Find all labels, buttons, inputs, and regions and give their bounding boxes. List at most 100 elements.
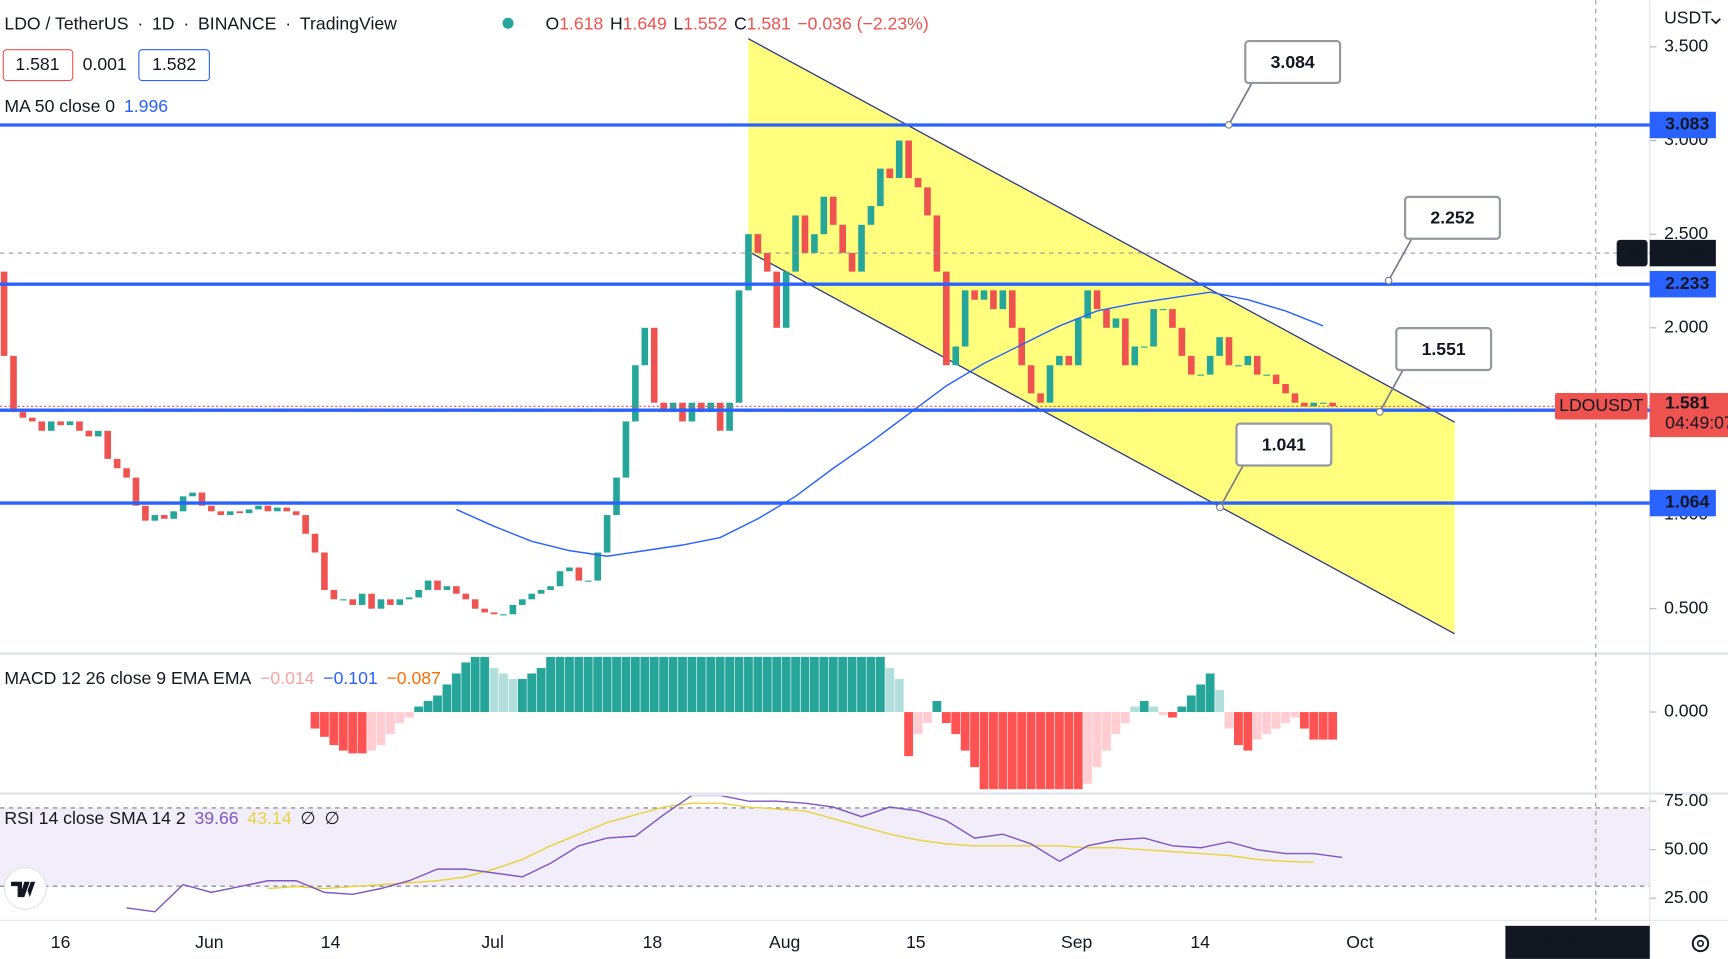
- rsi-empty: ∅: [325, 808, 340, 828]
- macd-bar: [894, 678, 904, 713]
- candle: [330, 589, 338, 600]
- y-tick-label: 50.00: [1664, 838, 1708, 858]
- ma50-line: [456, 291, 1324, 557]
- candle: [594, 552, 601, 581]
- macd-bar: [583, 656, 593, 713]
- candle: [519, 599, 526, 605]
- y-tick-label: 0.500: [1664, 597, 1708, 617]
- callout-label: 1.551: [1422, 339, 1466, 359]
- ask-box[interactable]: [138, 49, 210, 82]
- spread: 0.001: [83, 54, 127, 74]
- candle: [1018, 327, 1026, 366]
- candle: [94, 430, 102, 437]
- source: TradingView: [300, 13, 397, 33]
- candle: [1244, 355, 1252, 366]
- macd-bar: [941, 712, 951, 724]
- candle: [547, 586, 554, 590]
- candle: [1084, 290, 1091, 319]
- channel-top: [747, 38, 1456, 423]
- macd-bar: [951, 712, 961, 735]
- candle: [650, 327, 658, 403]
- candle: [1140, 346, 1148, 348]
- y-tick-label: 3.500: [1664, 36, 1708, 56]
- macd-legend: MACD 12 26 close 9 EMA EMA −0.014 −0.101 −0…: [4, 668, 441, 688]
- callout-anchor: [1224, 120, 1233, 129]
- macd-bar: [1111, 712, 1121, 735]
- macd-bar: [1299, 712, 1309, 729]
- y-tick-label: 2.000: [1664, 316, 1708, 336]
- callout-box: [1235, 422, 1333, 467]
- candle: [1282, 383, 1289, 394]
- candle: [170, 511, 177, 519]
- macd-bar: [329, 712, 339, 746]
- macd-bar: [678, 656, 687, 713]
- candle: [943, 271, 950, 366]
- candle: [142, 505, 149, 521]
- ohlc-value: 1.649: [623, 13, 667, 33]
- candle: [1046, 365, 1054, 403]
- macd-bar: [1064, 712, 1074, 790]
- macd-bar: [715, 656, 725, 713]
- candle: [132, 477, 140, 506]
- settings-icon[interactable]: [1691, 934, 1710, 953]
- macd-bar: [1318, 712, 1328, 740]
- macd-bar: [1271, 712, 1281, 729]
- level-badge: [1649, 489, 1716, 517]
- rsi-empty: ∅: [300, 808, 315, 828]
- macd-signal-value: −0.087: [387, 668, 441, 688]
- macd-histogram: [310, 656, 1338, 790]
- candle: [990, 290, 997, 310]
- macd-bar: [866, 656, 876, 713]
- candle: [358, 593, 366, 605]
- bid-box[interactable]: [2, 49, 74, 82]
- channel-bottom: [747, 250, 1456, 635]
- macd-bar: [451, 673, 461, 713]
- macd-bar: [1036, 712, 1045, 790]
- macd-bar: [527, 673, 537, 713]
- candle: [782, 271, 790, 328]
- dropdown-arrow[interactable]: [1710, 18, 1721, 25]
- macd-bar: [1224, 712, 1234, 729]
- candle: [76, 421, 83, 431]
- x-tick-label: Aug: [769, 932, 800, 952]
- symbol-badge: [1554, 393, 1648, 420]
- macd-bar: [602, 656, 612, 713]
- candle: [339, 599, 347, 601]
- candle: [1178, 327, 1186, 356]
- candle: [669, 402, 677, 413]
- candle: [801, 215, 809, 253]
- macd-bar: [659, 656, 669, 713]
- macd-bar: [310, 712, 320, 729]
- candle: [792, 215, 799, 272]
- candle: [1008, 290, 1016, 328]
- macd-bar: [621, 656, 631, 713]
- macd-bar: [640, 656, 650, 713]
- cursor-date-badge: [1505, 925, 1650, 959]
- candle: [151, 515, 159, 521]
- macd-bar: [1328, 712, 1338, 740]
- candle: [1301, 402, 1308, 407]
- macd-bar: [1054, 712, 1064, 790]
- macd-bar: [1177, 706, 1187, 713]
- candle: [952, 346, 960, 366]
- last-price: 1.581: [1665, 393, 1709, 413]
- macd-bar: [536, 667, 546, 713]
- candle: [1235, 365, 1242, 367]
- add-button[interactable]: [1616, 239, 1648, 267]
- callout-label: 3.084: [1271, 52, 1315, 72]
- candle: [415, 589, 422, 598]
- candle: [754, 234, 762, 253]
- candle: [255, 505, 262, 510]
- ma: [456, 291, 1324, 557]
- macd-bar: [1158, 712, 1168, 715]
- candle: [971, 290, 978, 300]
- macd-bar: [499, 673, 508, 713]
- macd-bar: [1149, 706, 1159, 713]
- macd-bar: [376, 712, 386, 746]
- candle: [980, 290, 988, 300]
- candle: [1065, 355, 1073, 366]
- candle: [1131, 346, 1139, 366]
- exchange: BINANCE: [198, 13, 276, 33]
- macd-bar: [489, 667, 499, 713]
- candle: [66, 421, 74, 426]
